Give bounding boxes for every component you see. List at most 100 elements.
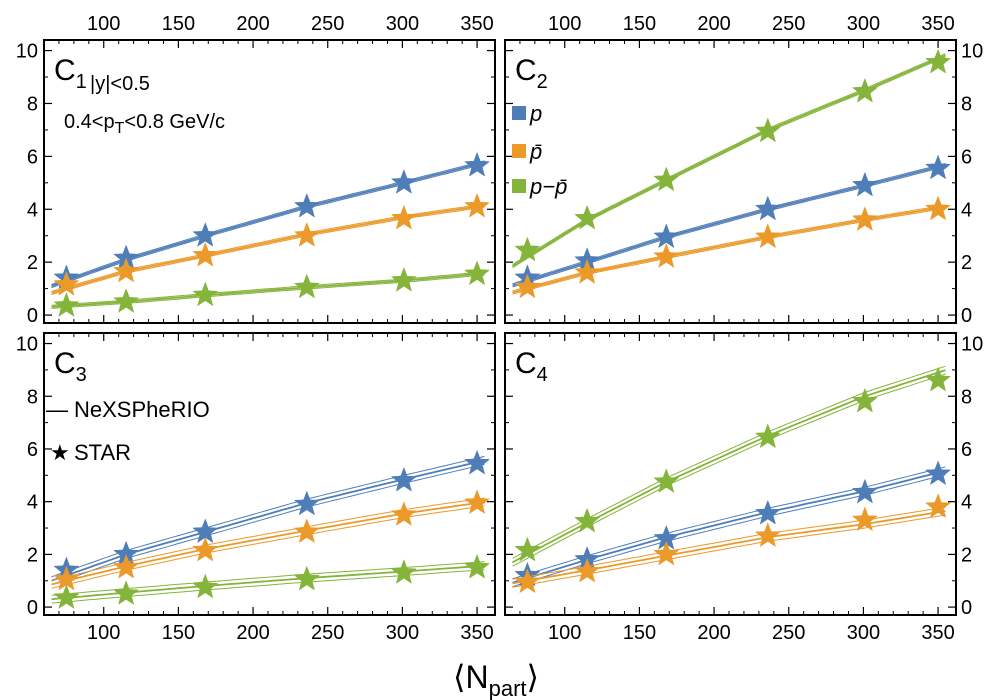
- x-axis-label: ⟨Npart⟩: [453, 659, 539, 700]
- x-tick-label: 350: [460, 622, 493, 644]
- x-tick-label: 150: [623, 622, 656, 644]
- x-tick-label: 150: [162, 13, 195, 35]
- star-point: [293, 273, 320, 299]
- series-pbar: [51, 192, 491, 296]
- series-net: [51, 260, 491, 317]
- panel-c3: 100 150 200 250 300 350 0 2 4 6 8 10 C3: [16, 332, 496, 644]
- y-tick-label: 0: [961, 597, 972, 619]
- star-point: [851, 77, 878, 103]
- x-tick-label: 300: [847, 622, 880, 644]
- star-point: [390, 559, 417, 584]
- rapidity-note: |y|<0.5: [90, 73, 150, 95]
- x-tick-label: 150: [623, 13, 656, 35]
- marker-legend: — NeXSPheRIO ★ STAR: [46, 397, 210, 465]
- star-point: [390, 204, 417, 230]
- y-tick-label: 4: [961, 492, 972, 514]
- star-point: [574, 507, 601, 533]
- panel-label: C2: [515, 54, 548, 93]
- star-point: [113, 553, 140, 579]
- star-point: [390, 466, 417, 492]
- series-pbar: [512, 195, 952, 299]
- series-p: [51, 449, 491, 586]
- y-tick-label: 8: [961, 386, 972, 408]
- model-line: [512, 469, 946, 584]
- x-tick-label: 300: [386, 13, 419, 35]
- x-tick-label: 250: [772, 622, 805, 644]
- y-tick-label: 2: [27, 544, 38, 566]
- star-point: [925, 493, 952, 519]
- star-point: [754, 117, 781, 143]
- model-line: [51, 272, 485, 308]
- star-point: [113, 580, 140, 605]
- y-tick-label: 2: [961, 544, 972, 566]
- panel-c2: 100 150 200 250 300 350 0 2 4 6 8 10 C2: [504, 13, 983, 327]
- x-tick-label: 350: [460, 13, 493, 35]
- panel-frame: [504, 39, 957, 324]
- star-point: [851, 478, 878, 504]
- x-tick-label: 150: [162, 622, 195, 644]
- legend-label-pbar: p̄: [529, 139, 542, 164]
- y-tick-label: 6: [961, 439, 972, 461]
- star-point: [192, 241, 219, 267]
- star-point: [192, 536, 219, 562]
- model-line: [51, 569, 485, 604]
- star-point: [293, 518, 320, 544]
- y-tick-label: 0: [961, 305, 972, 327]
- series-net: [51, 553, 491, 609]
- star-point: [464, 260, 491, 286]
- x-tick-label: 300: [386, 622, 419, 644]
- legend-star-label: STAR: [74, 440, 131, 465]
- x-tick-label: 250: [311, 13, 344, 35]
- x-tick-label: 200: [236, 622, 269, 644]
- y-tick-label: 10: [16, 334, 38, 356]
- model-line: [512, 373, 946, 567]
- star-point: [293, 490, 320, 516]
- x-tick-label: 200: [236, 13, 269, 35]
- panel-frame: [504, 332, 957, 616]
- x-tick-label: 100: [87, 622, 120, 644]
- y-tick-label: 2: [27, 252, 38, 274]
- series-net: [512, 48, 952, 269]
- x-tick-label: 250: [311, 622, 344, 644]
- star-point: [653, 540, 680, 566]
- x-tick-label: 200: [697, 622, 730, 644]
- star-point: [851, 387, 878, 413]
- star-point: [754, 499, 781, 525]
- series-p: [512, 460, 952, 588]
- y-tick-label: 8: [27, 93, 38, 115]
- star-point: [464, 553, 491, 579]
- star-point: [53, 270, 80, 296]
- star-point: [653, 468, 680, 493]
- star-point: [53, 584, 80, 609]
- star-point: [464, 192, 491, 218]
- y-tick-label: 6: [27, 146, 38, 168]
- star-point: [653, 223, 680, 249]
- legend-line-symbol: —: [46, 397, 68, 422]
- x-tick-label: 250: [772, 13, 805, 35]
- star-point: [514, 236, 541, 262]
- star-point: [925, 195, 952, 221]
- series-pbar: [51, 489, 491, 591]
- y-tick-label: 10: [16, 41, 38, 63]
- panel-c1: 100 150 200 250 300 350 0 2 4 6 8 10 C1: [16, 13, 496, 327]
- panel-label: C1: [54, 54, 87, 93]
- x-tick-label: 100: [548, 13, 581, 35]
- star-point: [464, 449, 491, 475]
- model-line: [51, 459, 485, 582]
- x-tick-label: 350: [921, 622, 954, 644]
- series-pbar: [512, 493, 952, 594]
- model-line: [512, 54, 946, 267]
- star-point: [925, 366, 952, 392]
- star-point: [293, 565, 320, 591]
- legend-swatch-net: [512, 179, 526, 193]
- species-legend: p p̄ p−p̄: [512, 101, 567, 199]
- legend-label-p: p: [529, 101, 542, 126]
- star-point: [113, 288, 140, 313]
- y-tick-label: 8: [961, 93, 972, 115]
- star-point: [464, 151, 491, 177]
- x-tick-label: 350: [921, 13, 954, 35]
- star-point: [514, 568, 541, 594]
- star-point: [514, 273, 541, 299]
- y-tick-label: 4: [27, 199, 38, 221]
- y-tick-label: 8: [27, 386, 38, 408]
